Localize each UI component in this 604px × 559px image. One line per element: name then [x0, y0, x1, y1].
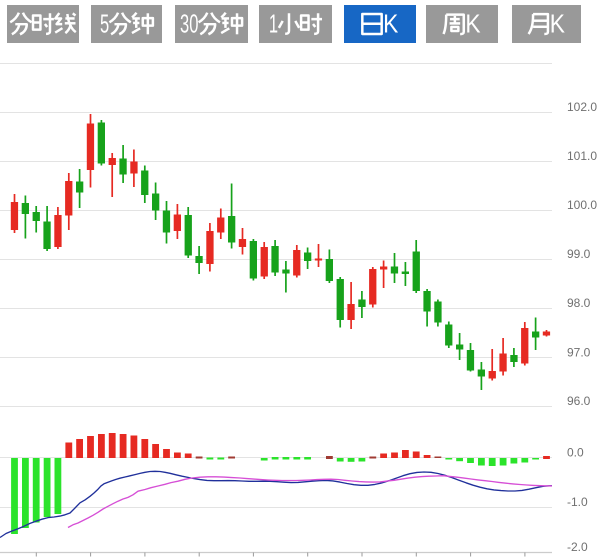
- svg-text:K: K: [550, 8, 566, 38]
- svg-text:101.0: 101.0: [567, 149, 597, 163]
- svg-text:100.0: 100.0: [567, 198, 597, 212]
- svg-text:97.0: 97.0: [567, 345, 591, 359]
- svg-text:-1.0: -1.0: [567, 495, 588, 509]
- svg-text:K: K: [465, 8, 481, 38]
- svg-text:102.0: 102.0: [567, 100, 597, 114]
- svg-text:0.0: 0.0: [567, 446, 584, 460]
- svg-text:99.0: 99.0: [567, 247, 591, 261]
- svg-text:K: K: [383, 8, 399, 38]
- svg-text:30: 30: [180, 8, 198, 38]
- svg-text:1: 1: [268, 8, 277, 38]
- svg-text:-2.0: -2.0: [567, 540, 588, 554]
- svg-text:96.0: 96.0: [567, 394, 591, 408]
- svg-text:98.0: 98.0: [567, 296, 591, 310]
- svg-text:5: 5: [100, 8, 109, 38]
